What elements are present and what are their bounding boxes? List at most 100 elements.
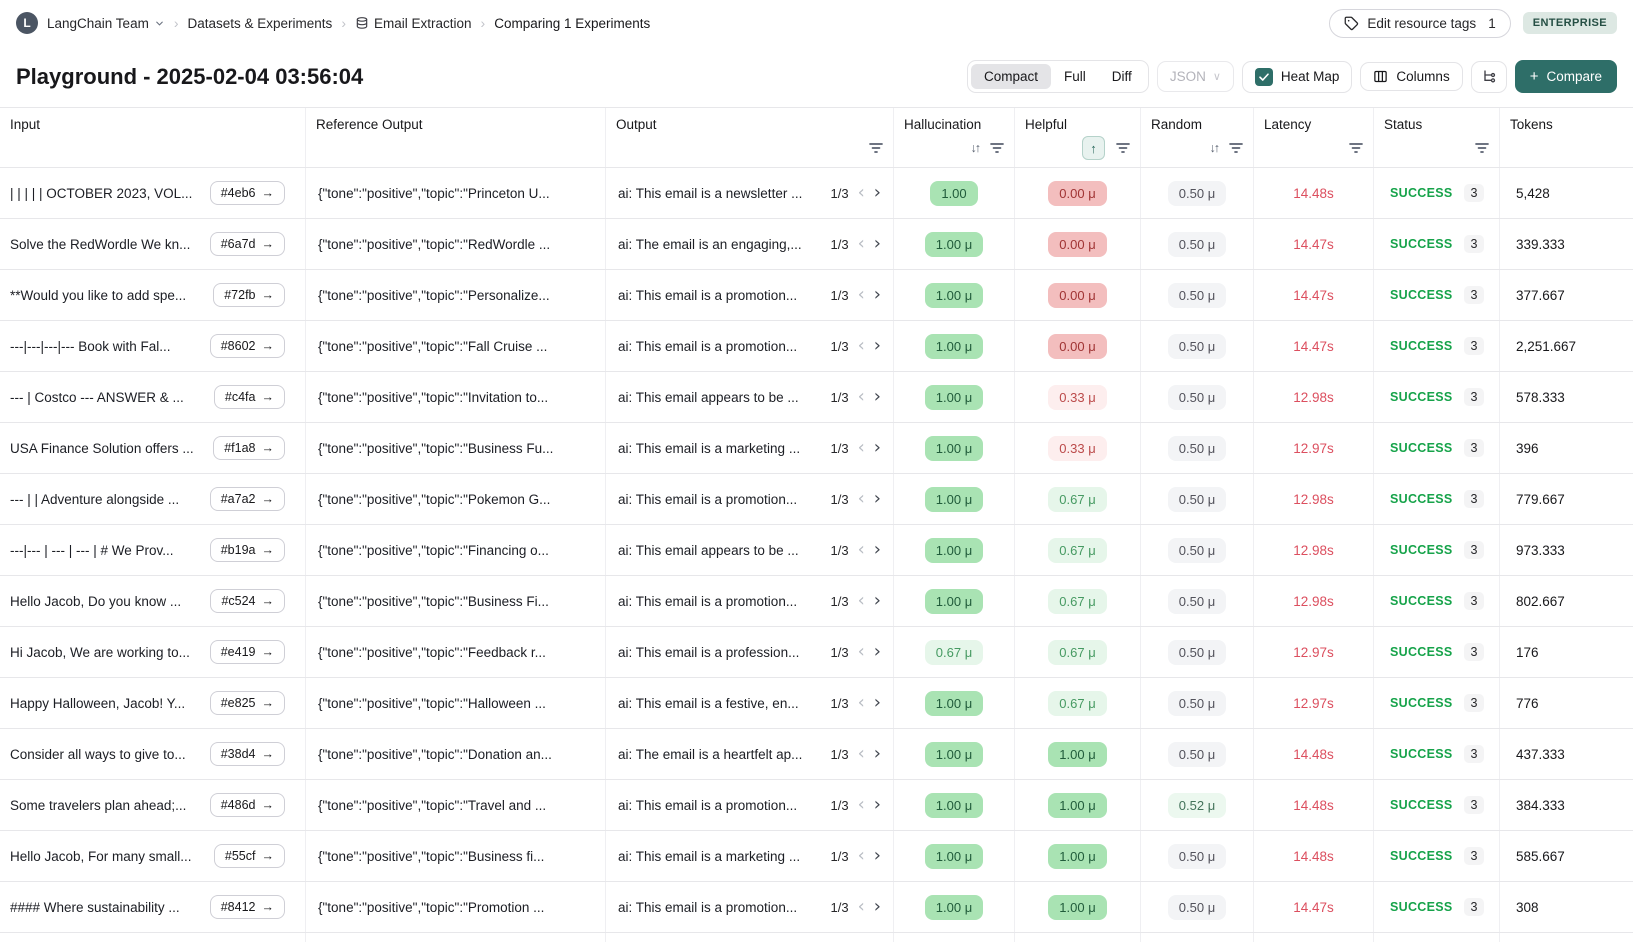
tokens-value: 437.333 [1516, 746, 1565, 762]
next-repetition-button[interactable]: › [873, 386, 881, 407]
sort-ascending-active-icon[interactable]: ↑ [1082, 136, 1105, 160]
prev-repetition-button[interactable]: ‹ [857, 539, 865, 560]
heatmap-toggle[interactable]: Heat Map [1241, 60, 1353, 93]
breadcrumb-datasets[interactable]: Datasets & Experiments [187, 15, 333, 31]
view-mode-full[interactable]: Full [1051, 64, 1099, 89]
next-repetition-button[interactable]: › [873, 437, 881, 458]
output-text: ai: This email is a promotion... [618, 287, 798, 303]
prev-repetition-button[interactable]: ‹ [857, 233, 865, 254]
example-link[interactable]: #c524 → [210, 589, 285, 613]
table-row[interactable]: Hello Jacob, For many small... #55cf → {… [0, 831, 1633, 882]
filter-icon[interactable] [869, 142, 883, 154]
next-repetition-button[interactable]: › [873, 182, 881, 203]
helpful-score-badge: 0.67 μ [1048, 639, 1107, 665]
example-link[interactable]: #e419 → [209, 640, 285, 664]
example-id: #72fb [224, 288, 256, 302]
helpful-score-badge: 0.33 μ [1048, 384, 1107, 410]
column-header-latency: Latency [1254, 108, 1374, 167]
run-count-badge: 3 [1463, 439, 1485, 457]
prev-repetition-button[interactable]: ‹ [857, 335, 865, 356]
example-link[interactable]: #72fb → [213, 283, 285, 307]
prev-repetition-button[interactable]: ‹ [857, 692, 865, 713]
output-text: ai: This email is a marketing ... [618, 440, 801, 456]
example-link[interactable]: #e825 → [209, 691, 285, 715]
format-dropdown[interactable]: JSON ∨ [1156, 61, 1234, 92]
table-row[interactable]: | | | | | OCTOBER 2023, VOL... #4eb6 → {… [0, 168, 1633, 219]
next-repetition-button[interactable]: › [873, 335, 881, 356]
view-mode-diff[interactable]: Diff [1099, 64, 1145, 89]
compare-button[interactable]: + Compare [1514, 60, 1617, 93]
breadcrumb-dataset[interactable]: Email Extraction [355, 16, 472, 31]
table-row[interactable]: ---|---|---|--- Book with Fal... #8602 →… [0, 321, 1633, 372]
table-row[interactable]: **Would you like to add spe... #72fb → {… [0, 270, 1633, 321]
example-link[interactable]: #8602 → [209, 334, 285, 358]
checkbox-checked-icon [1254, 67, 1273, 86]
prev-repetition-button[interactable]: ‹ [857, 437, 865, 458]
next-repetition-button[interactable]: › [873, 284, 881, 305]
table-row[interactable]: Hi Jacob, We are working to... #e419 → {… [0, 627, 1633, 678]
column-header-tokens: Tokens [1510, 117, 1553, 132]
prev-repetition-button[interactable]: ‹ [857, 641, 865, 662]
example-link[interactable]: #55cf → [213, 844, 285, 868]
table-row-partial[interactable] [0, 933, 1633, 942]
breadcrumb-team[interactable]: LangChain Team [47, 16, 165, 31]
prev-repetition-button[interactable]: ‹ [857, 284, 865, 305]
sort-icon[interactable]: ↓↑ [1209, 141, 1220, 155]
run-count-badge: 3 [1463, 745, 1485, 763]
filter-icon[interactable] [1475, 142, 1489, 154]
next-repetition-button[interactable]: › [873, 590, 881, 611]
row-gutter [1621, 729, 1633, 779]
next-repetition-button[interactable]: › [873, 845, 881, 866]
example-link[interactable]: #38d4 → [209, 742, 285, 766]
filter-icon[interactable] [1349, 142, 1363, 154]
columns-button[interactable]: Columns [1360, 62, 1463, 91]
next-repetition-button[interactable]: › [873, 641, 881, 662]
repetition-pager: 1/3 [830, 491, 849, 507]
next-repetition-button[interactable]: › [873, 539, 881, 560]
table-row[interactable]: Consider all ways to give to... #38d4 → … [0, 729, 1633, 780]
next-repetition-button[interactable]: › [873, 743, 881, 764]
table-row[interactable]: ---|--- | --- | --- | # We Prov... #b19a… [0, 525, 1633, 576]
tree-view-button[interactable] [1470, 60, 1507, 93]
next-repetition-button[interactable]: › [873, 692, 881, 713]
random-score-badge: 0.50 μ [1167, 843, 1227, 869]
example-link[interactable]: #c4fa → [213, 385, 285, 409]
table-row[interactable]: Some travelers plan ahead;... #486d → {"… [0, 780, 1633, 831]
filter-icon[interactable] [990, 142, 1004, 154]
row-gutter [1621, 423, 1633, 473]
prev-repetition-button[interactable]: ‹ [857, 845, 865, 866]
next-repetition-button[interactable]: › [873, 896, 881, 917]
prev-repetition-button[interactable]: ‹ [857, 488, 865, 509]
example-link[interactable]: #a7a2 → [209, 487, 285, 511]
example-link[interactable]: #b19a → [209, 538, 285, 562]
filter-icon[interactable] [1116, 142, 1130, 154]
table-row[interactable]: Hello Jacob, Do you know ... #c524 → {"t… [0, 576, 1633, 627]
prev-repetition-button[interactable]: ‹ [857, 590, 865, 611]
table-row[interactable]: #### Where sustainability ... #8412 → {"… [0, 882, 1633, 933]
edit-resource-tags-button[interactable]: Edit resource tags 1 [1329, 8, 1511, 38]
next-repetition-button[interactable]: › [873, 488, 881, 509]
example-link[interactable]: #6a7d → [209, 232, 285, 256]
prev-repetition-button[interactable]: ‹ [857, 896, 865, 917]
table-row[interactable]: --- | Costco --- ANSWER & ... #c4fa → {"… [0, 372, 1633, 423]
table-row[interactable]: USA Finance Solution offers ... #f1a8 → … [0, 423, 1633, 474]
example-link[interactable]: #f1a8 → [213, 436, 285, 460]
example-link[interactable]: #486d → [209, 793, 285, 817]
example-link[interactable]: #4eb6 → [209, 181, 285, 205]
table-row[interactable]: Solve the RedWordle We kn... #6a7d → {"t… [0, 219, 1633, 270]
prev-repetition-button[interactable]: ‹ [857, 386, 865, 407]
next-repetition-button[interactable]: › [873, 794, 881, 815]
table-row[interactable]: Happy Halloween, Jacob! Y... #e825 → {"t… [0, 678, 1633, 729]
tokens-value: 396 [1516, 440, 1539, 456]
prev-repetition-button[interactable]: ‹ [857, 743, 865, 764]
table-row[interactable]: --- | | Adventure alongside ... #a7a2 → … [0, 474, 1633, 525]
filter-icon[interactable] [1229, 142, 1243, 154]
sort-icon[interactable]: ↓↑ [970, 141, 981, 155]
prev-repetition-button[interactable]: ‹ [857, 794, 865, 815]
status-badge: SUCCESS [1390, 594, 1453, 608]
next-repetition-button[interactable]: › [873, 233, 881, 254]
view-mode-compact[interactable]: Compact [971, 64, 1052, 89]
input-text: USA Finance Solution offers ... [10, 440, 194, 456]
example-link[interactable]: #8412 → [209, 895, 285, 919]
prev-repetition-button[interactable]: ‹ [857, 182, 865, 203]
